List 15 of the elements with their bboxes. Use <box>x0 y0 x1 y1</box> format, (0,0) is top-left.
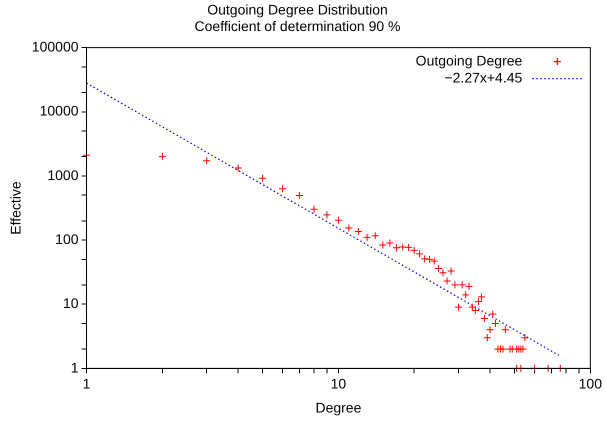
legend-label: −2.27x+4.45 <box>444 69 523 86</box>
x-tick-label: 100 <box>578 376 602 392</box>
y-tick-label: 100000 <box>32 38 79 54</box>
legend-label: Outgoing Degree <box>416 52 523 68</box>
x-tick-label: 1 <box>82 376 91 392</box>
chart-title: Outgoing Degree Distribution <box>207 1 388 18</box>
x-axis-title: Degree <box>315 399 362 416</box>
y-axis-title: Effective <box>7 181 24 235</box>
y-tick-label: 1000 <box>47 166 79 183</box>
y-tick-label: 10 <box>62 295 79 312</box>
x-tick-label: 10 <box>330 376 346 392</box>
y-tick-label: 100 <box>55 230 79 247</box>
y-tick-label: 10000 <box>40 102 79 119</box>
chart-subtitle: Coefficient of determination 90 % <box>194 18 400 34</box>
y-tick-label: 1 <box>70 359 79 376</box>
